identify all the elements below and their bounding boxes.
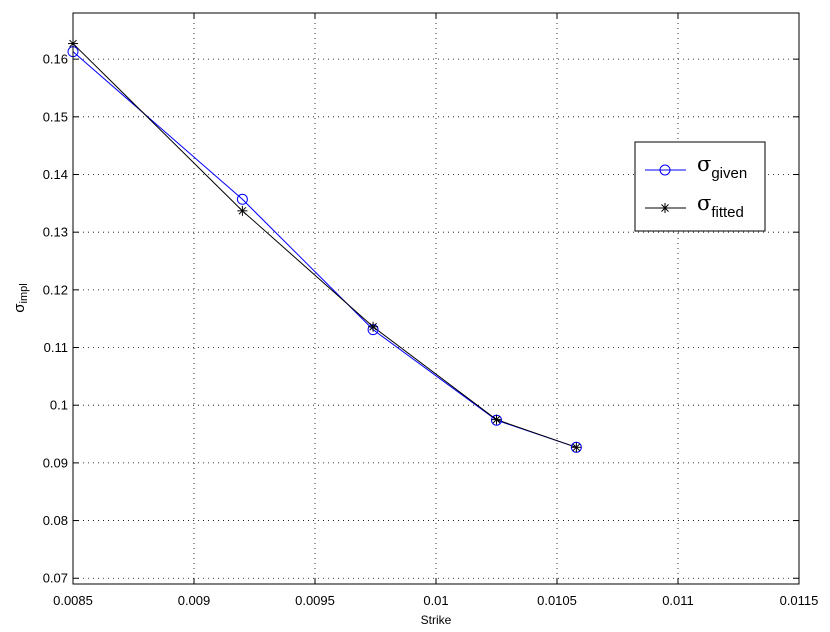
svg-text:σimpl: σimpl: [11, 283, 30, 312]
legend-box: [634, 141, 766, 232]
x-tick-label: 0.0085: [53, 593, 93, 608]
svg-text:σgiven: σgiven: [697, 152, 747, 182]
y-tick-label: 0.12: [43, 282, 68, 297]
legend-label-given-symbol: σ: [697, 152, 711, 176]
x-tick-label: 0.01: [423, 593, 448, 608]
y-tick-label: 0.15: [43, 109, 68, 124]
legend-marker-given: [659, 164, 671, 176]
point-given: [236, 193, 248, 205]
svg-text:σfitted: σfitted: [697, 191, 744, 221]
y-tick-label: 0.16: [43, 52, 68, 67]
legend-label-fitted-symbol: σ: [697, 191, 711, 215]
y-tick-label: 0.07: [43, 571, 68, 586]
y-tick-label: 0.08: [43, 513, 68, 528]
ticks: 0.0085 0.009 0.0095 0.01 0.0105 0.011 0.0115 0.…: [43, 13, 819, 608]
point-fitted: [571, 442, 582, 453]
point-fitted: [491, 414, 502, 425]
y-tick-label: 0.13: [43, 225, 68, 240]
legend-entry-fitted: σfitted: [645, 191, 744, 221]
legend-label-given-subscript: given: [711, 165, 747, 182]
x-tick-label: 0.0095: [295, 593, 335, 608]
legend-entry-given: σgiven: [645, 152, 747, 182]
y-tick-label: 0.1: [50, 398, 68, 413]
y-tick-label: 0.11: [44, 340, 68, 355]
y-axis-label-symbol: σ: [11, 303, 28, 313]
x-axis-label: Strike: [421, 613, 452, 627]
y-axis-label: σimpl: [11, 283, 30, 312]
point-fitted: [368, 321, 379, 332]
y-axis-label-subscript: impl: [18, 283, 30, 303]
y-tick-label: 0.09: [43, 455, 68, 470]
legend-label-fitted-subscript: fitted: [711, 204, 744, 221]
legend-marker-fitted: [660, 203, 670, 213]
x-tick-label: 0.0105: [537, 593, 577, 608]
x-tick-label: 0.0115: [780, 593, 819, 608]
x-tick-label: 0.011: [662, 593, 694, 608]
point-fitted: [237, 205, 248, 216]
series-layer: [67, 38, 582, 453]
legend: σgiven σfitted: [634, 141, 766, 232]
grid: [73, 13, 799, 584]
y-tick-label: 0.14: [43, 167, 68, 182]
x-tick-label: 0.009: [178, 593, 211, 608]
